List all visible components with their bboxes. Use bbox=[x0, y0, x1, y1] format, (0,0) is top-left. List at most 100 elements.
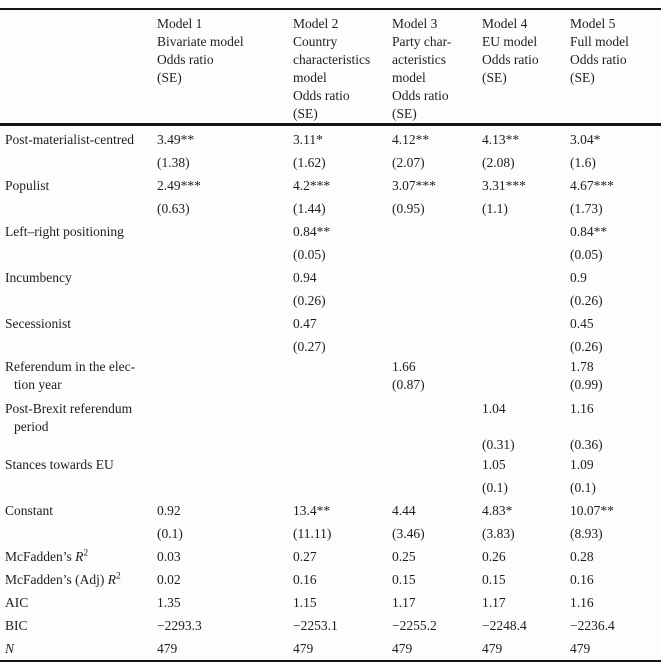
value-cell bbox=[288, 453, 387, 476]
value-cell bbox=[387, 418, 477, 436]
value-cell: 1.05 bbox=[482, 457, 506, 472]
value-cell: 3.31*** bbox=[482, 178, 526, 193]
value-cell bbox=[477, 376, 565, 394]
value-cell bbox=[152, 453, 288, 476]
value-cell: (0.1) bbox=[570, 480, 596, 495]
column-header-model-1: Model 1 Bivariate model Odds ratio (SE) bbox=[152, 9, 288, 125]
table-row: (0.1) (0.1) bbox=[0, 476, 661, 499]
value-cell: (0.63) bbox=[157, 201, 190, 216]
value-cell: (2.08) bbox=[482, 155, 515, 170]
table-row: (0.05) (0.05) bbox=[0, 243, 661, 266]
row-label bbox=[0, 436, 152, 453]
row-label: Post-Brexit referendum bbox=[0, 394, 152, 418]
row-label-text: tion year bbox=[14, 377, 62, 392]
column-header-line: (SE) bbox=[482, 70, 507, 85]
value-cell: 0.16 bbox=[570, 572, 594, 587]
row-label-variable: N bbox=[5, 641, 15, 656]
row-label-superscript: 2 bbox=[115, 571, 121, 582]
value-cell: 0.15 bbox=[482, 572, 506, 587]
value-cell: 1.09 bbox=[570, 457, 594, 472]
row-label-text: Referendum in the elec- bbox=[5, 359, 136, 374]
column-header-line: Full model bbox=[570, 34, 629, 49]
column-header-line: Model 4 bbox=[482, 16, 528, 31]
column-header-line: Model 2 bbox=[293, 16, 339, 31]
row-label-text: Secessionist bbox=[5, 316, 71, 331]
row-label-text: Left–right positioning bbox=[5, 224, 124, 239]
value-cell bbox=[152, 220, 288, 243]
column-header-line: Odds ratio bbox=[293, 88, 350, 103]
table-row: Referendum in the elec- 1.66 1.78 bbox=[0, 358, 661, 376]
row-label bbox=[0, 243, 152, 266]
value-cell bbox=[387, 312, 477, 335]
row-label-text: Stances towards EU bbox=[5, 457, 114, 472]
value-cell bbox=[387, 243, 477, 266]
value-cell: 479 bbox=[157, 641, 178, 656]
value-cell: (2.07) bbox=[392, 155, 425, 170]
table-row: Incumbency 0.94 0.9 bbox=[0, 266, 661, 289]
column-header-model-5: Model 5 Full model Odds ratio (SE) bbox=[565, 9, 661, 125]
table-row: (0.27) (0.26) bbox=[0, 335, 661, 358]
value-cell: 0.27 bbox=[293, 549, 317, 564]
value-cell: 0.26 bbox=[482, 549, 506, 564]
value-cell: (0.05) bbox=[570, 247, 603, 262]
row-label-text: McFadden’s bbox=[5, 549, 76, 564]
value-cell: 1.17 bbox=[392, 595, 416, 610]
value-cell: 10.07** bbox=[570, 503, 614, 518]
regression-results-table: Model 1 Bivariate model Odds ratio (SE) Mode… bbox=[0, 8, 661, 662]
value-cell: (0.26) bbox=[570, 293, 603, 308]
value-cell bbox=[387, 335, 477, 358]
row-label-text: AIC bbox=[5, 595, 29, 610]
value-cell: 1.04 bbox=[482, 401, 506, 416]
value-cell: 0.03 bbox=[157, 549, 181, 564]
value-cell: 0.92 bbox=[157, 503, 181, 518]
value-cell: 0.94 bbox=[293, 270, 317, 285]
row-label bbox=[0, 151, 152, 174]
value-cell bbox=[477, 312, 565, 335]
value-cell bbox=[152, 476, 288, 499]
column-header-model-4: Model 4 EU model Odds ratio (SE) bbox=[477, 9, 565, 125]
column-header-line: Odds ratio bbox=[570, 52, 627, 67]
value-cell bbox=[152, 394, 288, 418]
value-cell bbox=[565, 418, 661, 436]
column-header-line: (SE) bbox=[570, 70, 595, 85]
column-header-line: acteristics bbox=[392, 52, 446, 67]
value-cell: 0.25 bbox=[392, 549, 416, 564]
value-cell: (1.73) bbox=[570, 201, 603, 216]
value-cell: −2253.1 bbox=[293, 618, 338, 633]
value-cell: 3.04* bbox=[570, 132, 601, 147]
value-cell: (0.05) bbox=[293, 247, 326, 262]
value-cell bbox=[477, 220, 565, 243]
row-label: Left–right positioning bbox=[0, 220, 152, 243]
column-header-line: Bivariate model bbox=[157, 34, 244, 49]
table-row: AIC 1.35 1.15 1.17 1.17 1.16 bbox=[0, 591, 661, 614]
row-label: Stances towards EU bbox=[0, 453, 152, 476]
row-label-text: period bbox=[14, 419, 49, 434]
value-cell: (0.99) bbox=[570, 377, 603, 392]
column-header-line: (SE) bbox=[392, 106, 417, 121]
column-header-line: Model 1 bbox=[157, 16, 203, 31]
value-cell bbox=[288, 358, 387, 376]
column-header-line: Model 3 bbox=[392, 16, 438, 31]
column-header-line: (SE) bbox=[293, 106, 318, 121]
value-cell bbox=[477, 266, 565, 289]
row-label-text: Post-Brexit referendum bbox=[5, 401, 133, 416]
column-header-line: Odds ratio bbox=[392, 88, 449, 103]
value-cell: 0.9 bbox=[570, 270, 587, 285]
value-cell: 4.67*** bbox=[570, 178, 614, 193]
value-cell: 1.35 bbox=[157, 595, 181, 610]
value-cell bbox=[387, 266, 477, 289]
value-cell: (1.6) bbox=[570, 155, 596, 170]
value-cell bbox=[477, 335, 565, 358]
row-label: Populist bbox=[0, 174, 152, 197]
table-row: (0.1) (11.11) (3.46) (3.83) (8.93) bbox=[0, 522, 661, 545]
value-cell: (8.93) bbox=[570, 526, 603, 541]
value-cell: 0.84** bbox=[570, 224, 608, 239]
value-cell bbox=[152, 418, 288, 436]
value-cell: −2293.3 bbox=[157, 618, 202, 633]
table-row: (0.31) (0.36) bbox=[0, 436, 661, 453]
value-cell: 3.49** bbox=[157, 132, 195, 147]
value-cell bbox=[477, 243, 565, 266]
value-cell bbox=[152, 436, 288, 453]
table-row: (0.26) (0.26) bbox=[0, 289, 661, 312]
value-cell: (0.26) bbox=[293, 293, 326, 308]
